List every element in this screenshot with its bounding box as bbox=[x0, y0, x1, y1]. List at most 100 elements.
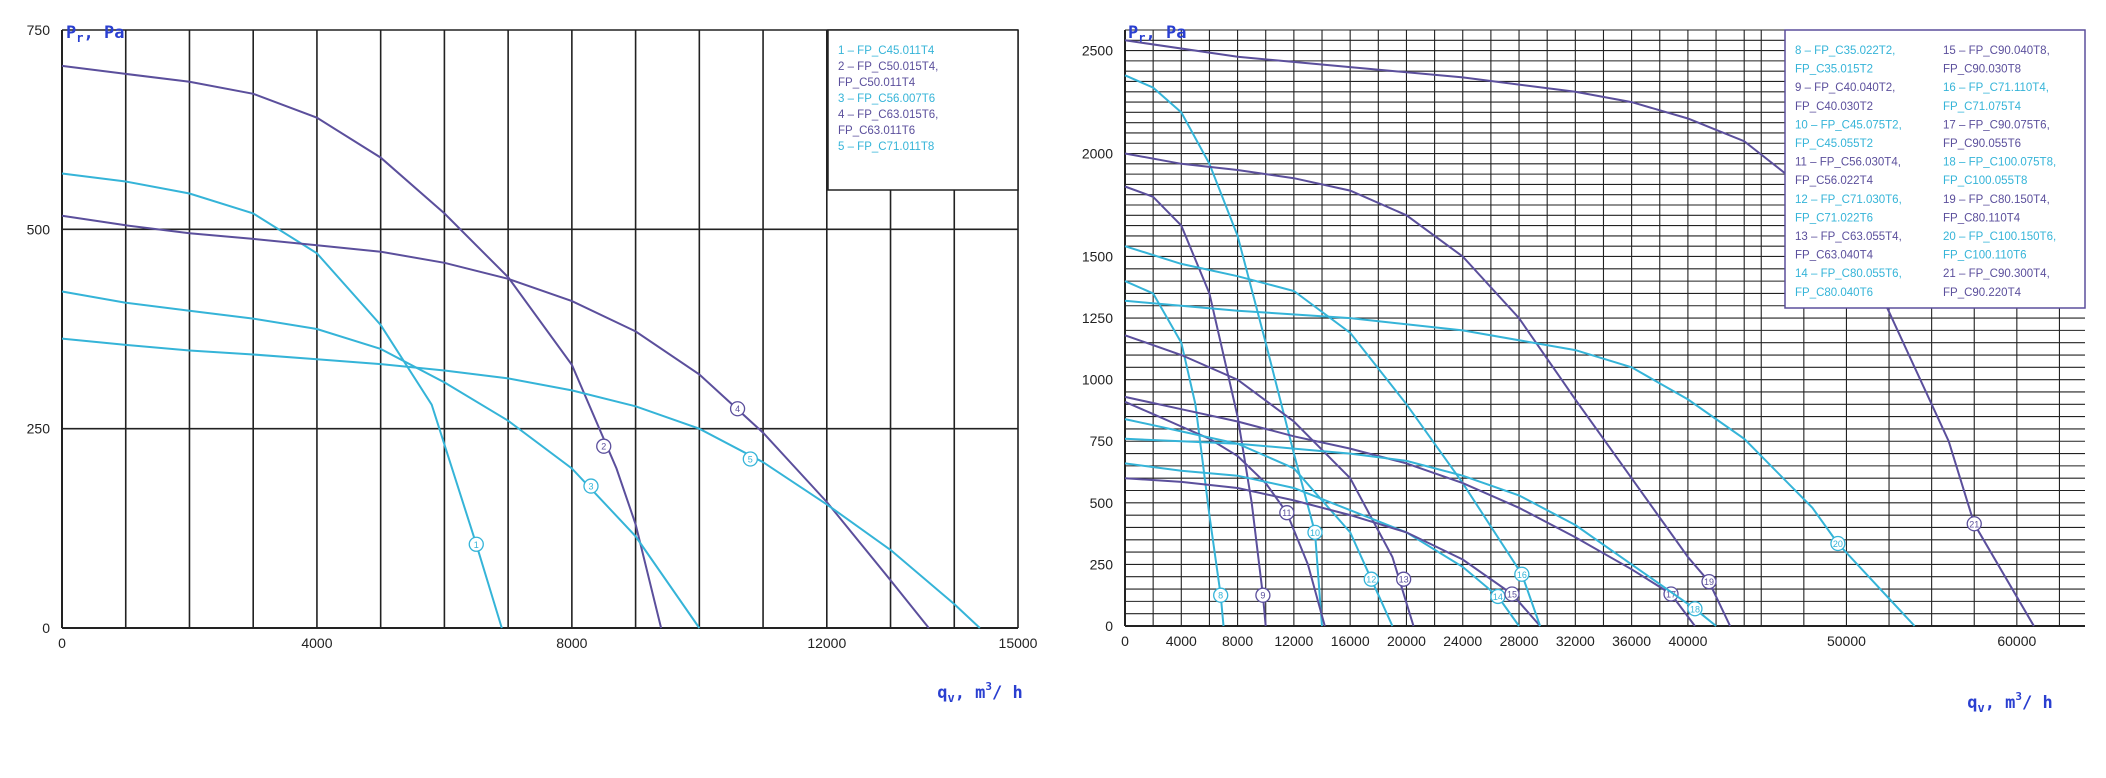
y-tick-label: 2000 bbox=[1082, 146, 1113, 162]
legend-entry: 18 – FP_C100.075T8, bbox=[1943, 157, 2056, 169]
series-marker-19 bbox=[1701, 574, 1717, 590]
series-marker-8 bbox=[1213, 587, 1229, 603]
x-tick-label: 32000 bbox=[1556, 633, 1595, 649]
x-tick-label: 0 bbox=[1121, 633, 1129, 649]
y-tick-label: 0 bbox=[1105, 618, 1113, 634]
legend: 1 – FP_C45.011T4 2 – FP_C50.015T4, FP_C50… bbox=[827, 29, 1019, 191]
legend-entry: 3 – FP_C56.007T6 bbox=[838, 93, 935, 105]
series-marker-16 bbox=[1514, 566, 1530, 582]
series-label-4: 4 bbox=[735, 404, 740, 414]
x-tick-label: 50000 bbox=[1827, 633, 1866, 649]
legend-entry: FP_C90.030T8 bbox=[1943, 64, 2021, 76]
y-tick-label: 1250 bbox=[1082, 310, 1113, 326]
y-tick-label: 250 bbox=[1090, 556, 1114, 572]
series-line-2 bbox=[61, 64, 663, 629]
legend-entry: 4 – FP_C63.015T6, bbox=[838, 109, 938, 121]
y-tick-label: 500 bbox=[1090, 495, 1114, 511]
series-line-11 bbox=[1124, 400, 1326, 627]
legend-entry: 15 – FP_C90.040T8, bbox=[1943, 45, 2050, 57]
y-tick-label: 250 bbox=[27, 421, 51, 437]
legend-entry: 13 – FP_C63.055T4, bbox=[1795, 231, 1902, 243]
series-label-18: 18 bbox=[1690, 604, 1700, 614]
y-tick-label: 0 bbox=[42, 620, 50, 636]
x-tick-label: 36000 bbox=[1612, 633, 1651, 649]
legend-entry: FP_C50.011T4 bbox=[838, 77, 916, 89]
series-label-10: 10 bbox=[1310, 528, 1320, 538]
legend-entry: FP_C90.220T4 bbox=[1943, 287, 2022, 299]
x-tick-label: 60000 bbox=[1997, 633, 2036, 649]
legend-entry: FP_C40.030T2 bbox=[1795, 101, 1873, 113]
y-axis-label: Pr, Pa bbox=[66, 23, 124, 45]
series-label-14: 14 bbox=[1493, 592, 1503, 602]
series-label-19: 19 bbox=[1704, 577, 1714, 587]
x-tick-label: 24000 bbox=[1443, 633, 1482, 649]
series-label-12: 12 bbox=[1366, 575, 1376, 585]
series-line-17 bbox=[1124, 395, 1696, 627]
y-tick-label: 750 bbox=[1090, 433, 1114, 449]
series-label-13: 13 bbox=[1399, 575, 1409, 585]
series-label-9: 9 bbox=[1260, 591, 1265, 601]
series-label-2: 2 bbox=[601, 442, 606, 452]
legend-entry: 21 – FP_C90.300T4, bbox=[1943, 268, 2050, 280]
series-marker-13 bbox=[1395, 571, 1412, 587]
series-label-3: 3 bbox=[588, 482, 593, 492]
legend-entry: FP_C80.040T6 bbox=[1795, 287, 1873, 299]
legend-entry: 16 – FP_C71.110T4, bbox=[1943, 82, 2049, 94]
series-line-5 bbox=[61, 337, 981, 629]
series-marker-2 bbox=[596, 438, 612, 454]
legend-entry: FP_C63.011T6 bbox=[838, 125, 915, 137]
x-tick-label: 16000 bbox=[1331, 633, 1370, 649]
legend-entry: 17 – FP_C90.075T6, bbox=[1943, 119, 2050, 131]
legend: 8 – FP_C35.022T2, FP_C35.015T2 9 – FP_C40… bbox=[1784, 29, 2086, 309]
series-label-8: 8 bbox=[1218, 591, 1223, 601]
legend-entry: 10 – FP_C45.075T2, bbox=[1795, 119, 1902, 131]
chart-left: 0 4000 8000 12000 15000 0 250 500 750 Pr, Pa qv, m… bbox=[27, 22, 1038, 705]
series-marker-20 bbox=[1830, 535, 1846, 552]
legend-entry: 11 – FP_C56.030T4, bbox=[1795, 157, 1901, 169]
x-tick-label: 0 bbox=[58, 635, 66, 651]
legend-entry: FP_C35.015T2 bbox=[1795, 64, 1873, 76]
y-tick-label: 1500 bbox=[1082, 248, 1113, 264]
legend-entry: FP_C63.040T4 bbox=[1795, 250, 1874, 262]
series-line-15 bbox=[1124, 477, 1541, 627]
legend-entry: FP_C100.055T8 bbox=[1943, 175, 2027, 187]
x-axis-label: qv, m3/ h bbox=[937, 680, 1023, 705]
x-tick-label: 15000 bbox=[999, 635, 1038, 651]
series-label-20: 20 bbox=[1833, 539, 1843, 549]
series-line-13 bbox=[1124, 334, 1415, 627]
series-line-18 bbox=[1124, 437, 1717, 627]
y-tick-label: 2500 bbox=[1082, 43, 1113, 59]
legend-entry: FP_C80.110T4 bbox=[1943, 212, 2021, 224]
legend-entry: 20 – FP_C100.150T6, bbox=[1943, 231, 2056, 243]
chart-right: 0 4000 8000 12000 16000 20000 24000 28000 32000 3… bbox=[1082, 23, 2086, 715]
legend-entry: 5 – FP_C71.011T8 bbox=[838, 141, 934, 153]
legend-entry: 1 – FP_C45.011T4 bbox=[838, 45, 935, 57]
y-tick-label: 1000 bbox=[1082, 372, 1113, 388]
legend-entry: 19 – FP_C80.150T4, bbox=[1943, 194, 2050, 206]
legend-entry: FP_C100.110T6 bbox=[1943, 250, 2027, 262]
series-marker-10 bbox=[1307, 524, 1323, 541]
y-tick-label: 500 bbox=[27, 221, 51, 237]
series-marker-15 bbox=[1504, 586, 1520, 602]
x-tick-label: 40000 bbox=[1668, 633, 1707, 649]
series-marker-11 bbox=[1279, 505, 1295, 521]
legend-entry: 2 – FP_C50.015T4, bbox=[838, 61, 938, 73]
x-tick-label: 28000 bbox=[1500, 633, 1539, 649]
x-tick-label: 20000 bbox=[1387, 633, 1426, 649]
y-tick-label: 750 bbox=[27, 22, 51, 38]
series-line-9 bbox=[1124, 185, 1267, 627]
series-line-21 bbox=[1124, 39, 2035, 627]
legend-box bbox=[1784, 29, 2086, 309]
series-line-4 bbox=[61, 214, 930, 629]
legend-box bbox=[827, 29, 1019, 191]
series-label-5: 5 bbox=[748, 454, 753, 464]
series-label-17: 17 bbox=[1666, 589, 1676, 599]
series-marker-12 bbox=[1363, 571, 1379, 587]
legend-entry: 14 – FP_C80.055T6, bbox=[1795, 268, 1902, 280]
series-label-1: 1 bbox=[474, 540, 479, 550]
series-marker-9 bbox=[1255, 587, 1271, 603]
series-label-21: 21 bbox=[1969, 519, 1979, 529]
legend-entry: FP_C90.055T6 bbox=[1943, 138, 2021, 150]
x-tick-label: 12000 bbox=[1274, 633, 1313, 649]
